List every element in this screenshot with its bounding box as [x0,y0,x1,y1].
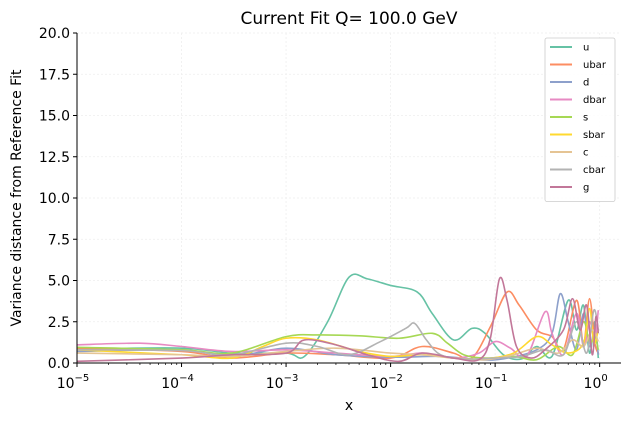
legend-label-c: c [583,148,589,159]
series-line-g [76,276,600,363]
x-ticks: 10−5 10−4 10−3 10−2 10−1 100 [57,363,608,392]
series-line-cbar [76,309,600,360]
y-tick-label: 20.0 [39,26,70,42]
legend-label-cbar: cbar [583,165,606,176]
x-tick-label: 10−2 [370,373,403,392]
y-tick-label: 15.0 [39,109,70,125]
legend-label-d: d [583,78,589,89]
legend-label-s: s [583,113,588,124]
legend-label-ubar: ubar [583,60,607,71]
y-tick-label: 0.0 [48,356,70,372]
y-tick-label: 5.0 [48,274,70,290]
legend-box [544,37,616,202]
y-axis-title: Variance distance from Reference Fit [9,69,25,327]
x-tick-label: 10−1 [475,373,508,392]
x-tick-label: 10−4 [161,373,194,392]
legend-label-u: u [583,43,589,54]
legend-label-sbar: sbar [583,130,606,141]
series-layer [76,273,600,363]
y-ticks: 0.0 2.5 5.0 7.5 10.0 12.5 15.0 17.5 20.0 [39,26,77,372]
y-tick-label: 2.5 [48,315,70,331]
x-tick-label: 100 [584,373,608,392]
chart-title: Current Fit Q= 100.0 GeV [241,9,458,29]
x-tick-label: 10−5 [57,373,90,392]
legend-label-g: g [583,183,589,194]
y-tick-label: 7.5 [48,232,70,248]
legend: u ubar d dbar s sbar c cbar g [544,37,616,202]
x-axis-title: x [345,398,353,414]
legend-label-dbar: dbar [583,95,607,106]
y-tick-label: 17.5 [39,67,70,83]
x-tick-label: 10−3 [266,373,299,392]
series-line-u [76,273,600,361]
y-tick-label: 10.0 [39,191,70,207]
series-line-s [76,320,600,361]
y-tick-label: 12.5 [39,150,70,166]
